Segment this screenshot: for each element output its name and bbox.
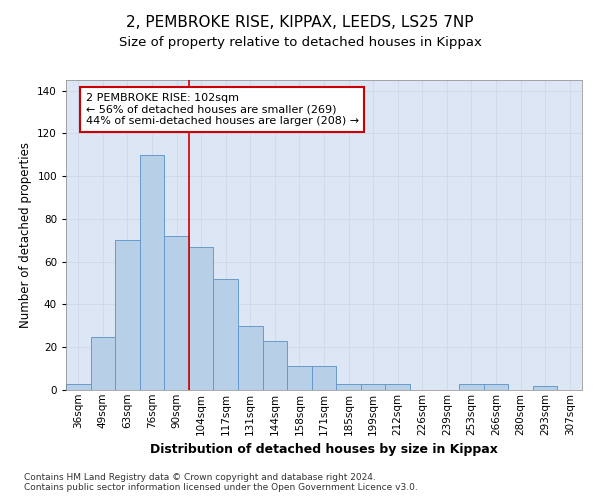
- Bar: [287, 366, 312, 390]
- Bar: [336, 384, 361, 390]
- Bar: [361, 384, 385, 390]
- Bar: [263, 341, 287, 390]
- Bar: [140, 155, 164, 390]
- Bar: [484, 384, 508, 390]
- Text: 2, PEMBROKE RISE, KIPPAX, LEEDS, LS25 7NP: 2, PEMBROKE RISE, KIPPAX, LEEDS, LS25 7N…: [126, 15, 474, 30]
- Bar: [385, 384, 410, 390]
- Bar: [91, 336, 115, 390]
- Bar: [533, 386, 557, 390]
- Text: 2 PEMBROKE RISE: 102sqm
← 56% of detached houses are smaller (269)
44% of semi-d: 2 PEMBROKE RISE: 102sqm ← 56% of detache…: [86, 93, 359, 126]
- Text: Contains HM Land Registry data © Crown copyright and database right 2024.
Contai: Contains HM Land Registry data © Crown c…: [24, 472, 418, 492]
- Bar: [312, 366, 336, 390]
- Bar: [115, 240, 140, 390]
- Bar: [66, 384, 91, 390]
- Bar: [214, 279, 238, 390]
- Y-axis label: Number of detached properties: Number of detached properties: [19, 142, 32, 328]
- Bar: [238, 326, 263, 390]
- Bar: [189, 247, 214, 390]
- Text: Size of property relative to detached houses in Kippax: Size of property relative to detached ho…: [119, 36, 481, 49]
- Bar: [459, 384, 484, 390]
- X-axis label: Distribution of detached houses by size in Kippax: Distribution of detached houses by size …: [150, 443, 498, 456]
- Bar: [164, 236, 189, 390]
